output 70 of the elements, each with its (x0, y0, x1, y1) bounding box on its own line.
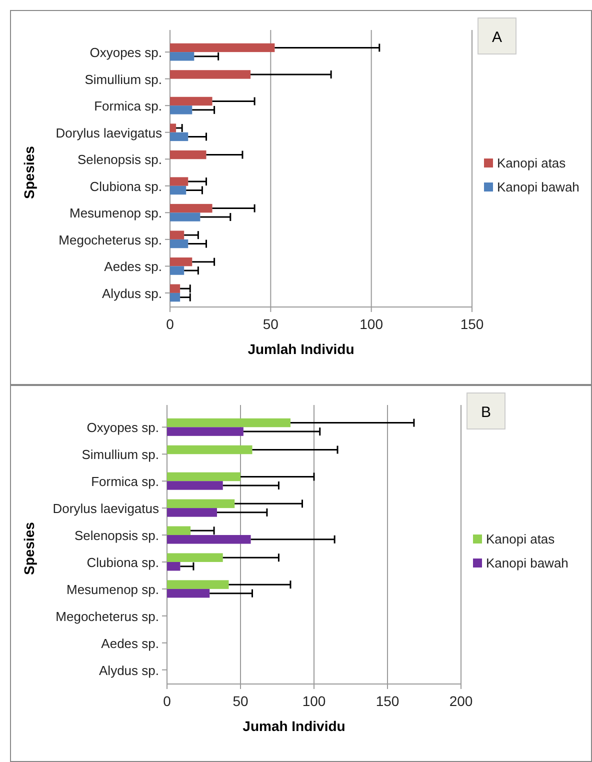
y-tick-label: Oxyopes sp. (90, 45, 162, 60)
legend-label: Kanopi bawah (497, 180, 580, 194)
bar (167, 472, 240, 482)
y-tick-label: Selenopsis sp. (74, 528, 159, 544)
bar (170, 284, 180, 293)
x-tick-label: 0 (166, 316, 174, 332)
bar (170, 177, 188, 186)
y-axis-title: Spesies (21, 146, 37, 199)
bar (167, 553, 223, 562)
bar (167, 499, 235, 508)
y-tick-label: Alydus sp. (99, 662, 159, 678)
bar (167, 535, 251, 544)
y-tick-label: Mesumenop sp. (70, 206, 162, 221)
y-tick-label: Clubiona sp. (86, 554, 159, 570)
legend-label: Kanopi atas (497, 156, 566, 170)
y-tick-label: Clubiona sp. (90, 178, 162, 194)
bar (170, 292, 180, 302)
x-axis-title: Jumah Individu (242, 718, 346, 734)
bar (170, 132, 188, 142)
bar (167, 508, 217, 517)
bar (170, 70, 251, 79)
bar (170, 230, 184, 240)
y-tick-label: Formica sp. (94, 98, 162, 114)
bar (167, 562, 180, 571)
y-tick-label: Aedes sp. (104, 259, 162, 274)
bar (167, 481, 223, 490)
x-tick-label: 50 (232, 693, 248, 709)
x-tick-label: 150 (460, 316, 484, 332)
bar (170, 266, 184, 275)
x-tick-label: 0 (163, 693, 172, 709)
y-tick-label: Selenopsis sp. (77, 152, 162, 168)
bar (170, 96, 212, 106)
y-tick-label: Aedes sp. (101, 636, 159, 651)
legend-label: Kanopi bawah (486, 556, 568, 570)
bar (170, 150, 206, 160)
x-tick-label: 150 (376, 693, 400, 709)
bar (170, 186, 186, 195)
y-tick-label: Dorylus laevigatus (52, 501, 160, 516)
x-tick-label: 100 (360, 316, 384, 332)
y-tick-label: Simullium sp. (84, 72, 162, 87)
text: A (492, 29, 502, 46)
y-tick-label: Oxyopes sp. (86, 420, 159, 436)
y-tick-label: Dorylus laevigatus (56, 125, 162, 140)
bar (167, 427, 244, 436)
y-tick-label: Formica sp. (91, 474, 159, 490)
bar (167, 580, 229, 589)
y-tick-label: Megocheterus sp. (56, 608, 159, 624)
y-axis-title: Spesies (21, 522, 37, 575)
bar (167, 418, 290, 428)
y-tick-label: Simullium sp. (82, 447, 159, 462)
x-tick-label: 50 (262, 316, 279, 332)
x-axis-title: Jumlah Individu (248, 341, 354, 357)
bar (170, 52, 194, 61)
y-tick-label: Alydus sp. (102, 286, 162, 301)
bar (167, 588, 210, 598)
bar (167, 445, 252, 454)
bar (170, 212, 200, 222)
y-tick-label: Megocheterus sp. (58, 232, 162, 248)
bar (167, 526, 191, 536)
text: B (480, 404, 492, 421)
x-tick-label: 200 (449, 693, 473, 709)
bar (170, 106, 192, 114)
bar (170, 124, 176, 132)
bar (170, 239, 188, 248)
legend-label: Kanopi atas (486, 532, 556, 546)
bar (170, 204, 212, 213)
x-tick-label: 100 (302, 693, 326, 709)
bar (170, 43, 275, 52)
y-tick-label: Mesumenop sp. (66, 582, 159, 597)
bar (170, 257, 192, 266)
